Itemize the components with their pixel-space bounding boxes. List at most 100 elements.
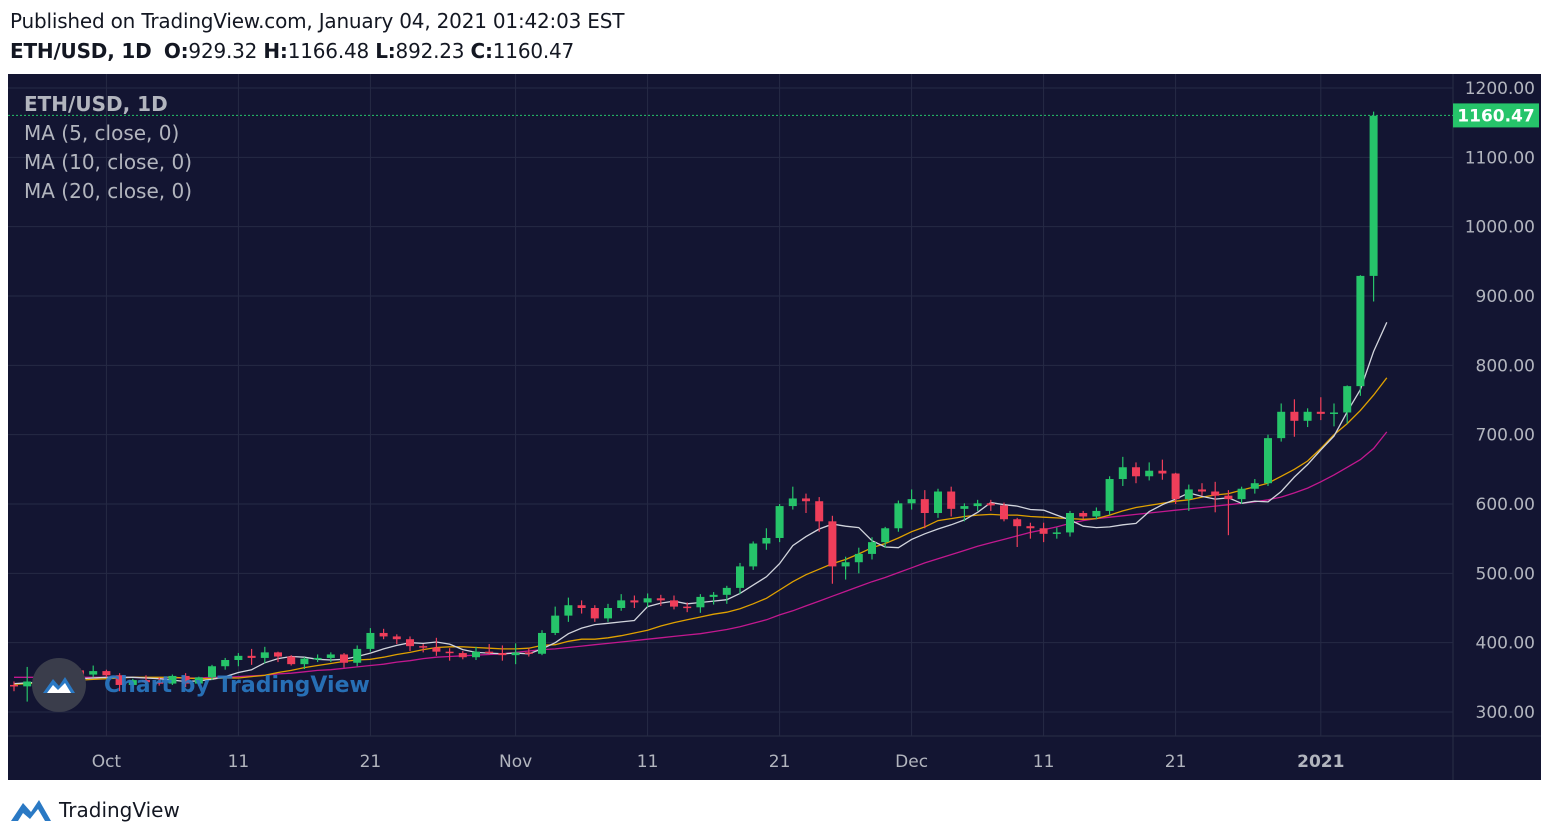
candlestick-chart[interactable]: 1200.00 1100.00 1000.00 900.00 800.00 700.00 6…	[8, 74, 1541, 780]
candle-body[interactable]	[590, 608, 599, 619]
candle-body[interactable]	[564, 605, 573, 616]
candle-body[interactable]	[1039, 528, 1048, 534]
candle-body[interactable]	[934, 491, 942, 514]
candle-body[interactable]	[1369, 115, 1378, 276]
candle-body[interactable]	[511, 652, 520, 656]
candle-body[interactable]	[762, 537, 771, 544]
candle-body[interactable]	[749, 543, 758, 567]
candle-body[interactable]	[630, 600, 639, 603]
candle-body[interactable]	[736, 566, 744, 588]
candle-body[interactable]	[538, 632, 546, 654]
candle-body[interactable]	[1224, 495, 1233, 500]
candle-body[interactable]	[656, 598, 665, 601]
candle-body[interactable]	[1026, 526, 1035, 529]
candle-body[interactable]	[115, 675, 124, 685]
candle-body[interactable]	[260, 652, 269, 658]
candle-body[interactable]	[1356, 275, 1365, 387]
candle-body[interactable]	[577, 605, 586, 608]
candle-body[interactable]	[617, 600, 626, 608]
candle-body[interactable]	[1066, 513, 1074, 533]
legend-ma5[interactable]: MA (5, close, 0)	[24, 121, 180, 145]
candle-body[interactable]	[1343, 386, 1352, 413]
candle-body[interactable]	[788, 498, 797, 507]
candle-body[interactable]	[498, 653, 507, 656]
candle-body[interactable]	[709, 594, 718, 597]
candle-body[interactable]	[828, 521, 837, 567]
candle-body[interactable]	[524, 652, 533, 654]
candle-body[interactable]	[1330, 412, 1338, 414]
candle-body[interactable]	[1171, 473, 1180, 500]
candle-body[interactable]	[1118, 467, 1127, 480]
candle-body[interactable]	[1211, 491, 1220, 496]
candle-body[interactable]	[1105, 479, 1114, 511]
candle-body[interactable]	[1316, 411, 1325, 414]
candle-body[interactable]	[894, 503, 903, 529]
candle-body[interactable]	[366, 632, 375, 649]
legend-ma20[interactable]: MA (20, close, 0)	[24, 179, 193, 203]
candle-body[interactable]	[1000, 505, 1008, 520]
candle-body[interactable]	[155, 682, 164, 684]
candle-body[interactable]	[775, 506, 784, 538]
candle-body[interactable]	[194, 677, 203, 684]
candle-body[interactable]	[326, 654, 335, 658]
candle-body[interactable]	[1250, 483, 1259, 489]
candle-body[interactable]	[1158, 470, 1167, 474]
candle-body[interactable]	[947, 491, 956, 509]
candle-body[interactable]	[379, 632, 388, 637]
candle-body[interactable]	[1277, 411, 1286, 439]
candle-body[interactable]	[1264, 438, 1272, 484]
footer-brand[interactable]: TradingView	[9, 797, 180, 823]
candle-body[interactable]	[683, 606, 692, 609]
candle-body[interactable]	[696, 596, 705, 608]
candle-body[interactable]	[868, 542, 876, 554]
candle-body[interactable]	[973, 503, 982, 507]
candle-body[interactable]	[353, 648, 362, 663]
candle-body[interactable]	[960, 506, 969, 509]
candle-body[interactable]	[247, 655, 256, 658]
candle-body[interactable]	[1198, 489, 1206, 492]
candle-body[interactable]	[802, 498, 810, 502]
candle-body[interactable]	[445, 651, 454, 654]
candle-body[interactable]	[1290, 411, 1299, 421]
candle-body[interactable]	[907, 499, 916, 504]
chart-panel[interactable]: 1200.00 1100.00 1000.00 900.00 800.00 700.00 6…	[8, 74, 1541, 780]
candle-body[interactable]	[340, 654, 348, 663]
candle-body[interactable]	[181, 675, 190, 684]
candle-body[interactable]	[881, 528, 890, 543]
candle-body[interactable]	[102, 671, 111, 676]
candle-body[interactable]	[854, 553, 863, 563]
candle-body[interactable]	[815, 501, 824, 522]
candle-body[interactable]	[432, 647, 441, 652]
candle-body[interactable]	[10, 684, 18, 687]
candle-body[interactable]	[313, 657, 322, 660]
candle-body[interactable]	[208, 666, 216, 678]
candle-body[interactable]	[986, 503, 995, 506]
candle-body[interactable]	[23, 681, 32, 687]
legend-ma10[interactable]: MA (10, close, 0)	[24, 150, 193, 174]
candle-body[interactable]	[300, 658, 309, 665]
candle-body[interactable]	[128, 680, 137, 685]
candle-body[interactable]	[670, 600, 678, 607]
candle-body[interactable]	[1092, 510, 1101, 517]
candle-body[interactable]	[1237, 488, 1246, 500]
candle-body[interactable]	[722, 587, 731, 595]
candle-body[interactable]	[1013, 519, 1022, 527]
candle-body[interactable]	[406, 639, 414, 647]
candle-body[interactable]	[168, 675, 177, 684]
candle-body[interactable]	[472, 651, 480, 658]
candle-body[interactable]	[1303, 411, 1312, 421]
candle-body[interactable]	[841, 562, 850, 567]
candle-body[interactable]	[1079, 513, 1088, 517]
candle-body[interactable]	[1184, 489, 1193, 500]
candle-body[interactable]	[1132, 467, 1140, 477]
candle-body[interactable]	[551, 615, 560, 633]
candle-body[interactable]	[419, 646, 428, 648]
candle-body[interactable]	[920, 499, 929, 514]
candle-body[interactable]	[458, 653, 467, 658]
candle-body[interactable]	[392, 636, 401, 640]
candle-body[interactable]	[287, 656, 296, 665]
candle-body[interactable]	[604, 608, 612, 619]
candle-body[interactable]	[234, 655, 243, 660]
candle-body[interactable]	[643, 598, 652, 603]
candle-body[interactable]	[274, 652, 282, 657]
